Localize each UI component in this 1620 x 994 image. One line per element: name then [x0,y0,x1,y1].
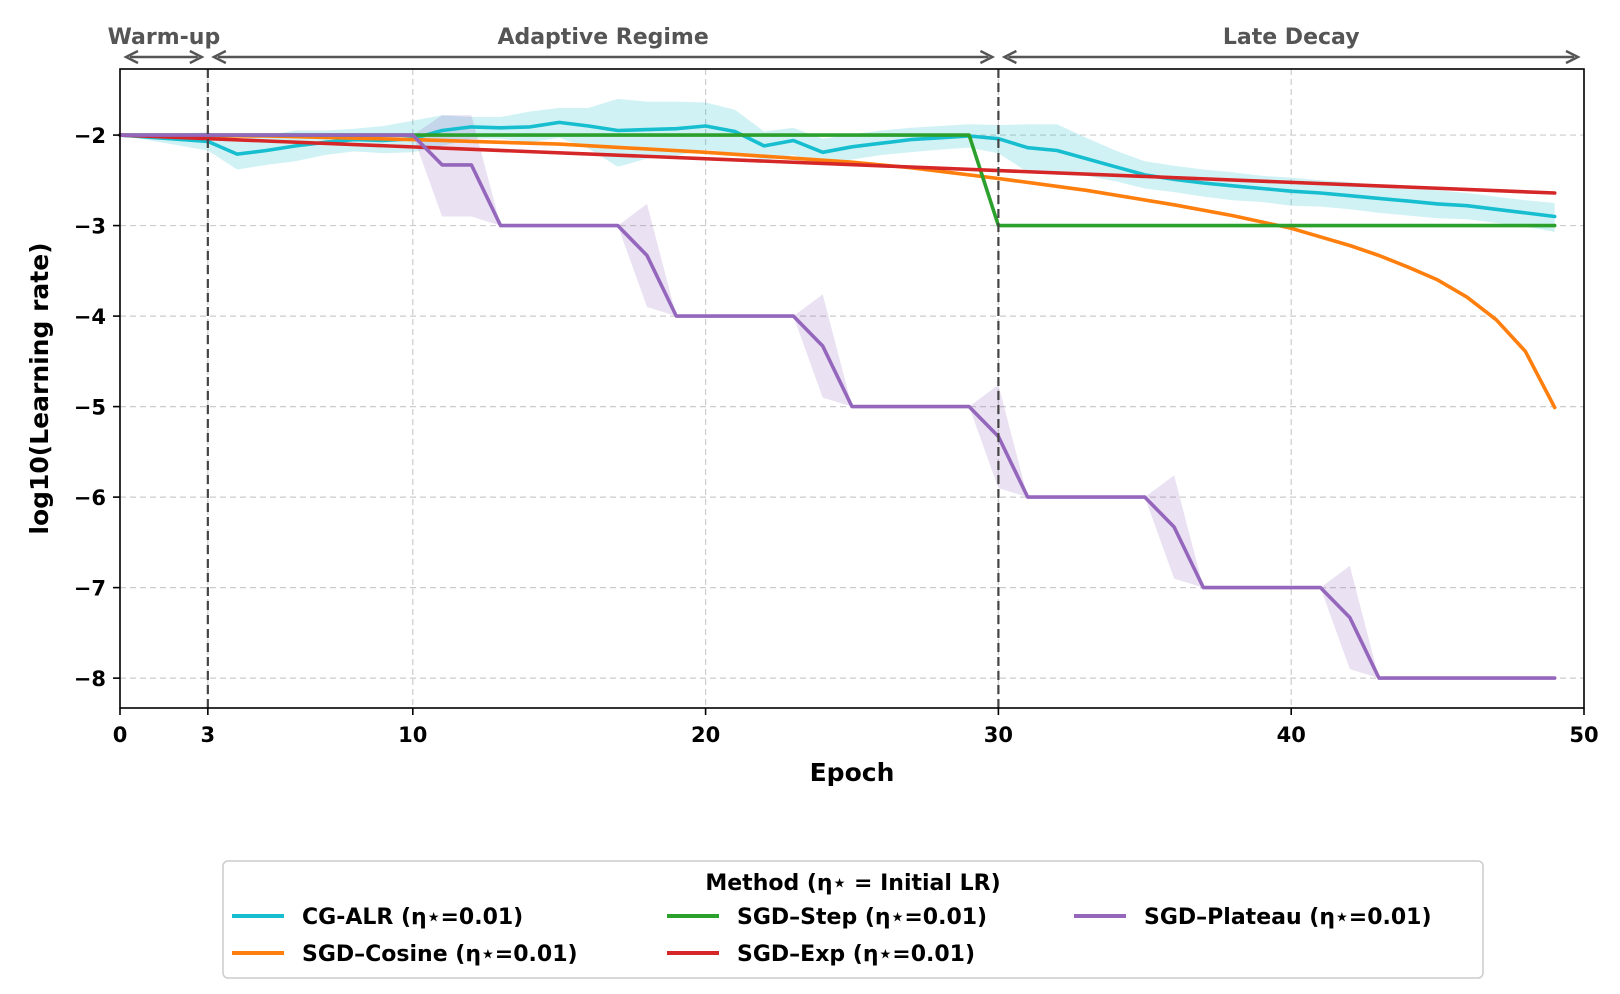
plot-frame [119,68,1585,709]
regime-arrowhead-right [1565,49,1581,65]
legend-label: SGD–Step (η⋆=0.01) [737,905,987,930]
x-tick-label: 20 [691,723,720,747]
legend-box [222,860,1484,979]
x-axis-label: Epoch [810,758,895,787]
legend-label: CG-ALR (η⋆=0.01) [302,905,523,930]
regime-arrowhead-left [1001,49,1017,65]
y-tick-label: −3 [74,215,106,239]
legend: Method (η⋆ = Initial LR) CG-ALR (η⋆=0.01… [222,860,1484,979]
x-tick-label: 3 [201,723,216,747]
confidence-bands [120,98,1555,679]
x-tick-label: 30 [984,723,1013,747]
series-band [120,115,1555,679]
series-band [120,98,1555,232]
regime-boundaries [206,69,1000,708]
series-line [118,133,1557,195]
y-tick-label: −7 [74,577,106,601]
y-tick-label: −6 [74,486,106,510]
x-tick-label: 50 [1569,723,1598,747]
axis-ticks: 0 3 10 20 30 40 50 −2 −3 −4 −5 −6 −7 −8 [74,124,1599,747]
regime-annotations: Warm-up Adaptive Regime Late Decay [108,25,1581,65]
regime-arrowhead-right [189,49,205,65]
x-tick-label: 40 [1277,723,1306,747]
regime-label: Adaptive Regime [497,25,708,50]
regime-arrowhead-right [979,49,996,65]
y-tick-label: −2 [74,124,106,148]
y-axis-label: log10(Learning rate) [25,242,54,534]
y-tick-label: −4 [74,305,106,329]
regime-arrowhead-left [211,49,227,65]
x-tick-label: 0 [113,723,128,747]
series-lines [118,120,1557,680]
series-line [118,133,1557,410]
series-line [118,133,1557,680]
y-tick-label: −5 [74,396,106,420]
legend-label: SGD–Exp (η⋆=0.01) [737,942,975,967]
legend-label: SGD–Cosine (η⋆=0.01) [302,942,578,967]
y-tick-label: −8 [74,667,106,691]
regime-label: Late Decay [1223,25,1360,50]
x-tick-label: 10 [398,723,427,747]
legend-label: SGD–Plateau (η⋆=0.01) [1144,905,1432,930]
regime-arrowhead-left [123,49,139,65]
legend-title: Method (η⋆ = Initial LR) [705,871,1000,896]
regime-label: Warm-up [108,25,221,50]
series-line [118,133,1557,228]
legend-items: CG-ALR (η⋆=0.01) SGD–Cosine (η⋆=0.01) SGD–… [232,905,1432,967]
